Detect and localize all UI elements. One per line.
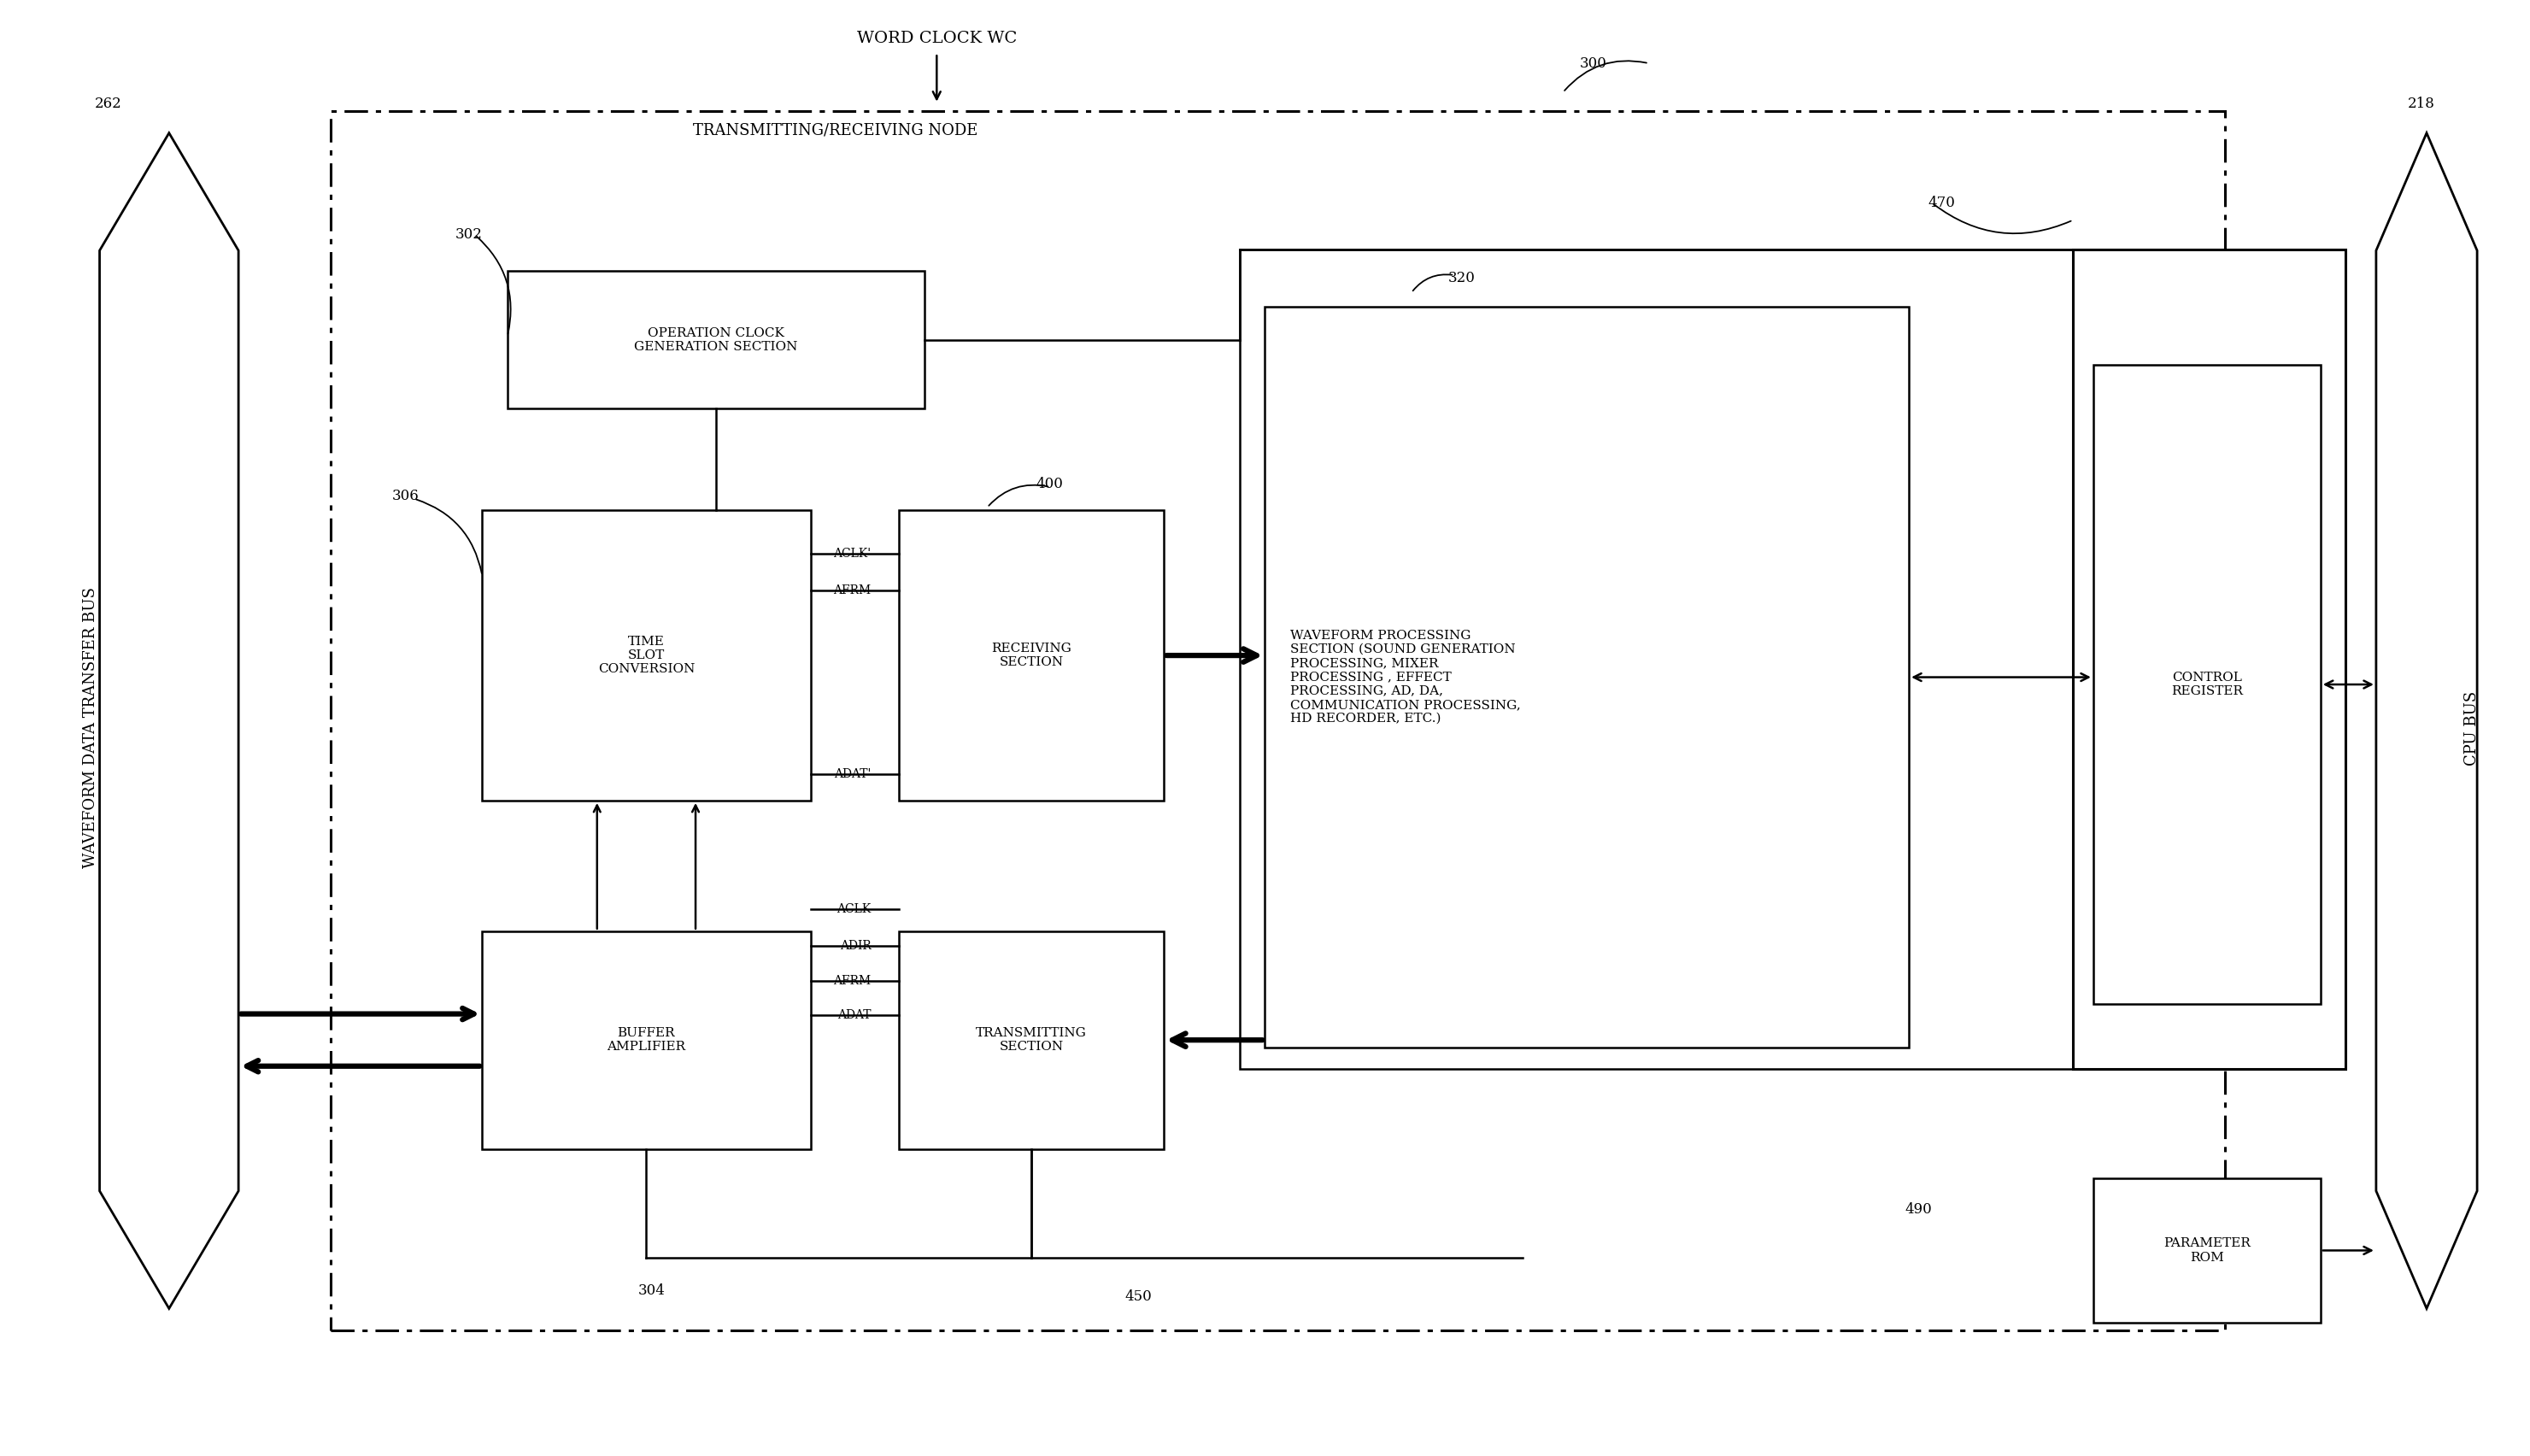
Text: 306: 306 xyxy=(392,489,420,504)
Text: 450: 450 xyxy=(1126,1290,1151,1305)
Text: CPU BUS: CPU BUS xyxy=(2464,690,2479,766)
FancyBboxPatch shape xyxy=(1240,249,2072,1069)
Text: OPERATION CLOCK
GENERATION SECTION: OPERATION CLOCK GENERATION SECTION xyxy=(635,328,797,352)
Text: ADAT': ADAT' xyxy=(835,769,870,780)
Polygon shape xyxy=(2376,132,2477,1309)
Text: WORD CLOCK WC: WORD CLOCK WC xyxy=(858,31,1017,47)
Text: ACLK: ACLK xyxy=(837,903,870,916)
Text: 400: 400 xyxy=(1035,478,1063,492)
Text: 218: 218 xyxy=(2409,96,2436,111)
Text: AFRM: AFRM xyxy=(832,974,870,987)
Text: RECEIVING
SECTION: RECEIVING SECTION xyxy=(992,642,1073,668)
Text: ACLK': ACLK' xyxy=(832,547,870,559)
Text: WAVEFORM PROCESSING
SECTION (SOUND GENERATION
PROCESSING, MIXER
PROCESSING , EFF: WAVEFORM PROCESSING SECTION (SOUND GENER… xyxy=(1290,629,1521,725)
FancyBboxPatch shape xyxy=(1265,307,1910,1047)
FancyBboxPatch shape xyxy=(483,510,810,801)
Text: CONTROL
REGISTER: CONTROL REGISTER xyxy=(2171,671,2242,697)
Text: 304: 304 xyxy=(638,1284,665,1299)
Text: 300: 300 xyxy=(1579,57,1607,70)
FancyBboxPatch shape xyxy=(898,932,1164,1149)
Text: 262: 262 xyxy=(94,96,121,111)
Text: 302: 302 xyxy=(455,227,483,242)
FancyBboxPatch shape xyxy=(898,510,1164,801)
Text: 470: 470 xyxy=(1928,195,1956,210)
FancyBboxPatch shape xyxy=(483,932,810,1149)
Text: AFRM: AFRM xyxy=(832,584,870,596)
FancyBboxPatch shape xyxy=(2092,1178,2320,1324)
Text: WAVEFORM DATA TRANSFER BUS: WAVEFORM DATA TRANSFER BUS xyxy=(83,587,99,869)
FancyBboxPatch shape xyxy=(331,111,2224,1331)
Text: PARAMETER
ROM: PARAMETER ROM xyxy=(2163,1238,2252,1264)
Text: ADIR: ADIR xyxy=(840,939,870,952)
Text: TRANSMITTING/RECEIVING NODE: TRANSMITTING/RECEIVING NODE xyxy=(693,122,979,138)
FancyBboxPatch shape xyxy=(2072,249,2345,1069)
Text: 490: 490 xyxy=(1905,1203,1933,1217)
Polygon shape xyxy=(99,132,238,1309)
Text: TRANSMITTING
SECTION: TRANSMITTING SECTION xyxy=(977,1026,1088,1053)
FancyBboxPatch shape xyxy=(2092,365,2320,1003)
Text: TIME
SLOT
CONVERSION: TIME SLOT CONVERSION xyxy=(597,636,696,676)
Text: ADAT: ADAT xyxy=(837,1009,870,1021)
Text: BUFFER
AMPLIFIER: BUFFER AMPLIFIER xyxy=(607,1026,686,1053)
Text: 320: 320 xyxy=(1447,271,1475,285)
FancyBboxPatch shape xyxy=(509,271,923,409)
